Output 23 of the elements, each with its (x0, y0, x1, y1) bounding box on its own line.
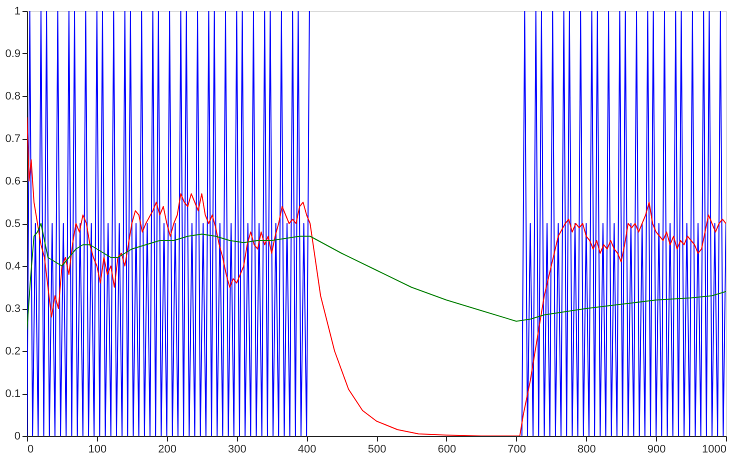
y-tick-label: 0.3 (5, 303, 20, 315)
x-tick-label: 300 (228, 444, 246, 456)
y-tick-label: 0 (14, 430, 20, 442)
x-tick-label: 600 (438, 444, 456, 456)
x-tick-label: 800 (578, 444, 596, 456)
y-tick-label: 0.7 (5, 133, 20, 145)
x-tick-label: 1000 (702, 444, 726, 456)
line-series (27, 223, 726, 330)
y-tick-label: 0.5 (5, 218, 20, 230)
x-tick-label: 700 (508, 444, 526, 456)
x-tick-label: 500 (368, 444, 386, 456)
x-tick-label: 400 (298, 444, 316, 456)
y-tick-label: 0.8 (5, 90, 20, 102)
x-tick-label: 200 (158, 444, 176, 456)
y-tick-label: 0.2 (5, 346, 20, 358)
y-tick-label: 0.6 (5, 176, 20, 188)
x-tick-label: 100 (88, 444, 107, 456)
x-tick-label: 0 (28, 444, 34, 456)
y-tick-label: 1 (14, 6, 20, 18)
y-tick-label: 0.9 (5, 48, 20, 60)
x-tick-label: 900 (647, 444, 666, 456)
y-tick-label: 0.1 (5, 388, 20, 400)
y-tick-label: 0.4 (5, 260, 20, 272)
